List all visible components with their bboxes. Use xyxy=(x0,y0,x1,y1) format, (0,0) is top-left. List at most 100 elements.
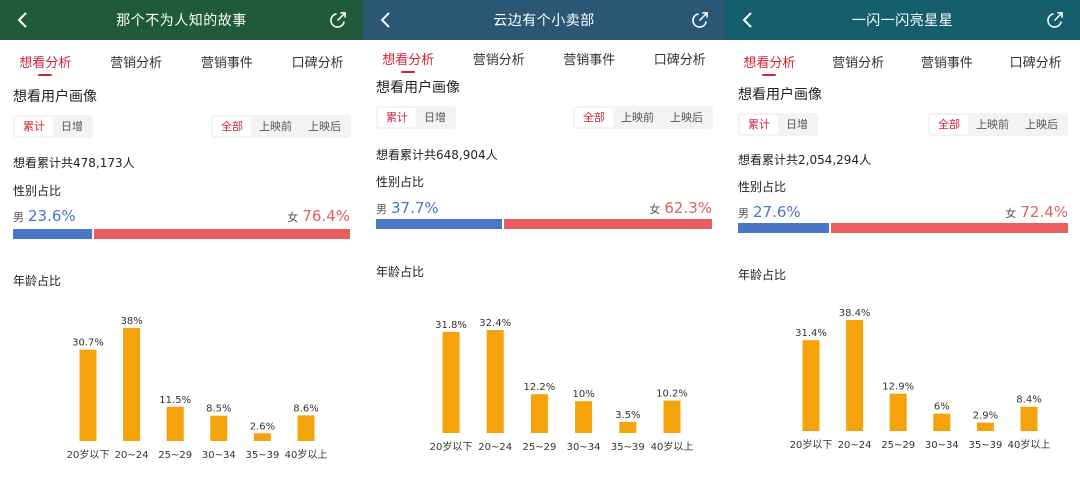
tab-want-analysis[interactable]: 想看分析 xyxy=(382,43,434,77)
age-bar-5 xyxy=(663,400,681,433)
age-bar-3 xyxy=(933,413,951,431)
movie-panel-3: 一闪一闪亮星星 想看分析 营销分析 营销事件 口碑分析 想看用户画像 累计 日增… xyxy=(725,0,1080,487)
analysis-tabs: 想看分析 营销分析 营销事件 口碑分析 xyxy=(363,43,725,77)
tab-marketing-analysis[interactable]: 营销分析 xyxy=(110,56,163,71)
tab-reputation-analysis[interactable]: 口碑分析 xyxy=(653,53,706,68)
back-arrow-icon[interactable] xyxy=(377,11,395,29)
age-bar-2 xyxy=(889,393,907,431)
age-category-label: 25~29 xyxy=(522,442,556,453)
page-title: 那个不为人知的故事 xyxy=(116,13,247,29)
female-percentage: 76.4% xyxy=(302,207,350,225)
age-bar-3 xyxy=(210,415,228,441)
tab-want-analysis[interactable]: 想看分析 xyxy=(743,46,795,80)
female-symbol: 女 xyxy=(649,203,661,216)
share-icon[interactable] xyxy=(690,11,709,30)
age-category-label: 35~39 xyxy=(245,450,279,461)
age-ratio-label: 年龄占比 xyxy=(376,265,425,279)
age-bar-value-label: 8.5% xyxy=(206,404,231,415)
mode-option-cumulative[interactable]: 累计 xyxy=(740,115,778,134)
period-option-all[interactable]: 全部 xyxy=(575,108,613,127)
share-icon[interactable] xyxy=(1045,11,1064,30)
mode-option-cumulative[interactable]: 累计 xyxy=(15,117,53,136)
period-option-before-release[interactable]: 上映前 xyxy=(976,118,1009,131)
share-icon[interactable] xyxy=(328,11,347,30)
age-bar-value-label: 32.4% xyxy=(479,318,511,329)
page-title: 一闪一闪亮星星 xyxy=(851,13,954,29)
gender-values: 男 23.6% 女 76.4% xyxy=(13,207,350,225)
movie-panel-2: 云边有个小卖部 想看分析 营销分析 营销事件 口碑分析 想看用户画像 累计 日增… xyxy=(363,0,725,487)
age-category-label: 30~34 xyxy=(567,442,601,453)
age-bar-value-label: 6% xyxy=(934,402,950,413)
tab-marketing-events[interactable]: 营销事件 xyxy=(200,56,253,71)
gender-bar xyxy=(13,229,350,239)
mode-option-daily[interactable]: 日增 xyxy=(424,111,446,124)
tab-want-analysis[interactable]: 想看分析 xyxy=(19,46,71,80)
male-share-bar xyxy=(738,223,829,233)
period-option-all[interactable]: 全部 xyxy=(213,117,251,136)
age-ratio-label: 年龄占比 xyxy=(738,268,787,282)
section-title: 想看用户画像 xyxy=(13,89,97,105)
female-share-bar xyxy=(831,223,1068,233)
age-bar-value-label: 38.4% xyxy=(839,308,871,319)
male-share-bar xyxy=(13,229,92,239)
movie-panel-1: 那个不为人知的故事 想看分析 营销分析 营销事件 口碑分析 想看用户画像 累计 … xyxy=(0,0,363,487)
age-bar-value-label: 11.5% xyxy=(159,395,191,406)
age-bar-value-label: 31.8% xyxy=(435,320,467,331)
male-symbol: 男 xyxy=(376,203,387,216)
age-category-label: 25~29 xyxy=(158,450,192,461)
total-want-count: 想看累计共478,173人 xyxy=(13,156,135,170)
female-share-bar xyxy=(94,229,350,239)
period-option-before-release[interactable]: 上映前 xyxy=(621,111,654,124)
mode-option-cumulative[interactable]: 累计 xyxy=(378,108,416,127)
period-option-after-release[interactable]: 上映后 xyxy=(308,120,341,133)
male-percentage: 23.6% xyxy=(28,207,76,225)
age-bar-value-label: 2.9% xyxy=(973,411,998,422)
age-bar-value-label: 30.7% xyxy=(72,338,104,349)
top-bar: 云边有个小卖部 xyxy=(363,0,725,40)
section-title: 想看用户画像 xyxy=(738,87,822,103)
tab-marketing-analysis[interactable]: 营销分析 xyxy=(832,56,885,71)
age-bar-4 xyxy=(619,421,637,433)
age-bar-value-label: 2.6% xyxy=(250,421,275,432)
age-bar-1 xyxy=(486,330,504,433)
age-bar-chart: 30.7% 20岁以下 38% 20~24 11.5% 25~29 8.5% 30~34 2.6… xyxy=(67,316,328,461)
gender-bar xyxy=(738,223,1068,233)
tab-reputation-analysis[interactable]: 口碑分析 xyxy=(291,56,344,71)
back-arrow-icon[interactable] xyxy=(14,11,32,29)
age-bar-value-label: 8.6% xyxy=(293,403,318,414)
mode-option-daily[interactable]: 日增 xyxy=(786,118,808,131)
male-symbol: 男 xyxy=(738,207,749,220)
age-bar-value-label: 8.4% xyxy=(1016,395,1041,406)
mode-option-daily[interactable]: 日增 xyxy=(61,120,83,133)
age-bar-4 xyxy=(976,422,994,431)
female-percentage: 62.3% xyxy=(664,199,712,217)
period-option-all[interactable]: 全部 xyxy=(930,115,968,134)
period-toggle: 全部 上映前 上映后 xyxy=(928,113,1068,136)
period-option-after-release[interactable]: 上映后 xyxy=(670,111,703,124)
age-bar-0 xyxy=(79,349,97,441)
age-bar-chart: 31.8% 20岁以下 32.4% 20~24 12.2% 25~29 10% 30~34 3.… xyxy=(430,318,694,453)
age-bar-value-label: 12.2% xyxy=(524,382,556,393)
tab-marketing-events[interactable]: 营销事件 xyxy=(920,56,973,71)
tab-marketing-analysis[interactable]: 营销分析 xyxy=(472,53,525,68)
female-share-bar xyxy=(504,219,712,229)
period-option-before-release[interactable]: 上映前 xyxy=(259,120,292,133)
age-bar-0 xyxy=(802,340,820,431)
male-percentage: 27.6% xyxy=(753,203,801,221)
period-option-after-release[interactable]: 上映后 xyxy=(1025,118,1058,131)
age-category-label: 20岁以下 xyxy=(67,448,110,461)
mode-toggle: 累计 日增 xyxy=(376,106,456,129)
age-category-label: 40岁以上 xyxy=(651,440,694,453)
age-bar-value-label: 10.2% xyxy=(656,389,688,400)
tab-marketing-events[interactable]: 营销事件 xyxy=(563,53,616,68)
tab-reputation-analysis[interactable]: 口碑分析 xyxy=(1009,56,1062,71)
section-title: 想看用户画像 xyxy=(376,80,460,96)
total-want-count: 想看累计共648,904人 xyxy=(376,148,498,162)
back-arrow-icon[interactable] xyxy=(739,11,757,29)
age-bar-1 xyxy=(123,328,141,441)
age-category-label: 20~24 xyxy=(478,442,512,453)
age-bar-value-label: 10% xyxy=(572,389,594,400)
top-bar: 一闪一闪亮星星 xyxy=(725,0,1080,40)
male-share-bar xyxy=(376,219,502,229)
age-bar-2 xyxy=(530,394,548,433)
